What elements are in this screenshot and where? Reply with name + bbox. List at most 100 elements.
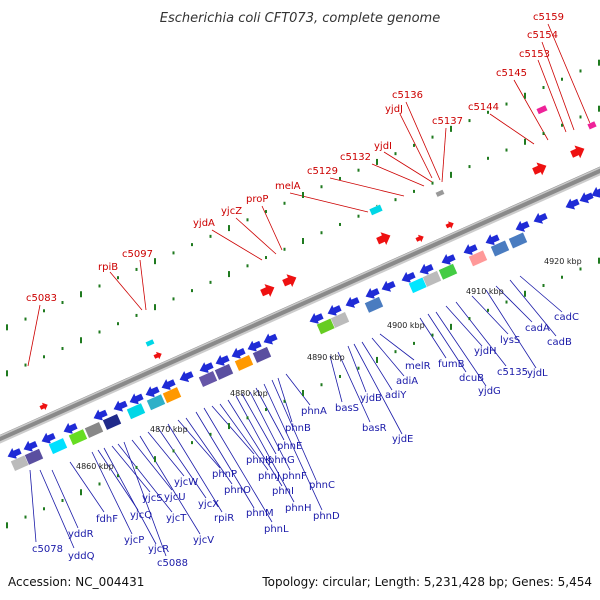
gene-label-melA[interactable]: melA xyxy=(275,181,301,192)
gene-label-fdhF[interactable]: fdhF xyxy=(96,514,118,525)
leader-line xyxy=(211,229,263,261)
gene-label-c5145[interactable]: c5145 xyxy=(496,68,527,79)
gene-arrow xyxy=(113,400,128,412)
gene-label-c5153[interactable]: c5153 xyxy=(519,49,550,60)
gene-arrow-forward xyxy=(282,274,297,287)
gene-label-c5088[interactable]: c5088 xyxy=(157,558,188,569)
gene-label-c5144[interactable]: c5144 xyxy=(468,102,499,113)
leader-line xyxy=(91,451,133,535)
gene-label-yjdB[interactable]: yjdB xyxy=(360,393,382,404)
leader-line xyxy=(117,443,173,513)
gene-arrow xyxy=(579,192,594,204)
gene-arrow xyxy=(41,432,56,444)
gene-label-yddR[interactable]: yddR xyxy=(68,529,94,540)
gene-label-c5135[interactable]: c5135 xyxy=(497,367,528,378)
gene-label-adiY[interactable]: adiY xyxy=(385,390,407,401)
tick-mark xyxy=(561,77,563,81)
gene-arrow xyxy=(463,244,478,256)
gene-label-phnK[interactable]: phnK xyxy=(246,455,272,466)
tick-mark xyxy=(468,317,471,321)
gene-label-rpiB[interactable]: rpiB xyxy=(98,262,118,273)
gene-label-cadA[interactable]: cadA xyxy=(525,323,550,334)
gene-label-c5159[interactable]: c5159 xyxy=(533,12,564,23)
leader-line xyxy=(513,79,549,141)
scale-label-4870: 4870 kbp xyxy=(150,425,188,434)
gene-label-c5097[interactable]: c5097 xyxy=(122,249,153,260)
gene-label-phnH[interactable]: phnH xyxy=(285,503,312,514)
gene-label-proP[interactable]: proP xyxy=(246,194,268,205)
gene-label-yjdH[interactable]: yjdH xyxy=(474,346,497,357)
gene-label-phnP[interactable]: phnP xyxy=(212,469,237,480)
scale-label-4920: 4920 kbp xyxy=(544,257,582,266)
tick-mark xyxy=(450,125,452,132)
gene-label-phnM[interactable]: phnM xyxy=(246,508,274,519)
leader-line xyxy=(211,405,255,455)
gene-label-basR[interactable]: basR xyxy=(362,423,387,434)
gene-label-yjcT[interactable]: yjcT xyxy=(166,513,187,524)
gene-label-yjcP[interactable]: yjcP xyxy=(124,535,144,546)
tick-mark xyxy=(61,499,64,503)
gene-label-phnF[interactable]: phnF xyxy=(282,471,307,482)
gene-label-basS[interactable]: basS xyxy=(335,403,359,414)
gene-label-yjdA[interactable]: yjdA xyxy=(193,218,215,229)
gene-label-c5132[interactable]: c5132 xyxy=(340,152,371,163)
scale-labels: 4860 kbp 4870 kbp 4880 kbp 4890 kbp 4900… xyxy=(76,257,582,471)
gene-label-c5129[interactable]: c5129 xyxy=(307,166,338,177)
gene-label-yjcQ[interactable]: yjcQ xyxy=(130,510,152,521)
gene-label-phnA[interactable]: phnA xyxy=(301,406,327,417)
operon-block xyxy=(422,270,442,288)
tick-mark xyxy=(98,330,101,334)
feature-track[interactable] xyxy=(7,104,600,472)
gene-label-c5154[interactable]: c5154 xyxy=(527,30,558,41)
gene-label-phnJ[interactable]: phnJ xyxy=(258,471,280,482)
gene-marker xyxy=(368,203,384,216)
gene-label-phnI[interactable]: phnI xyxy=(272,486,294,497)
gene-label-dcuB[interactable]: dcuB xyxy=(459,373,484,384)
gene-label-yjdI[interactable]: yjdI xyxy=(374,141,392,152)
gene-label-yjdJ[interactable]: yjdJ xyxy=(385,104,403,115)
leader-line xyxy=(405,101,441,181)
gene-label-phnG[interactable]: phnG xyxy=(268,455,295,466)
gene-label-phnB[interactable]: phnB xyxy=(285,423,311,434)
leader-line xyxy=(123,441,167,557)
gene-label-yjcW[interactable]: yjcW xyxy=(174,477,198,488)
leader-line xyxy=(347,345,367,393)
tick-mark xyxy=(265,408,267,412)
gene-label-yddQ[interactable]: yddQ xyxy=(68,551,95,562)
tick-mark xyxy=(394,198,397,202)
gene-label-adiA[interactable]: adiA xyxy=(396,376,418,387)
gene-label-phnL[interactable]: phnL xyxy=(264,524,289,535)
gene-label-yjcR[interactable]: yjcR xyxy=(148,544,169,555)
gene-label-phnC[interactable]: phnC xyxy=(309,480,335,491)
tick-mark xyxy=(154,258,156,265)
gene-label-c5083[interactable]: c5083 xyxy=(26,293,57,304)
gene-arrow xyxy=(345,296,360,308)
gene-label-yjcV[interactable]: yjcV xyxy=(193,535,214,546)
gene-label-yjcU[interactable]: yjcU xyxy=(164,492,186,503)
gene-label-yjcS[interactable]: yjcS xyxy=(142,493,163,504)
gene-label-phnO[interactable]: phnO xyxy=(224,485,251,496)
gene-label-yjcZ[interactable]: yjcZ xyxy=(221,206,242,217)
gene-label-cadC[interactable]: cadC xyxy=(554,312,579,323)
gene-label-cadB[interactable]: cadB xyxy=(547,337,572,348)
gene-label-yjdG[interactable]: yjdG xyxy=(478,386,501,397)
gene-label-c5137[interactable]: c5137 xyxy=(432,116,463,127)
gene-arrow xyxy=(485,234,500,246)
gene-label-c5136[interactable]: c5136 xyxy=(392,90,423,101)
gene-label-fumB[interactable]: fumB xyxy=(438,359,465,370)
gene-arrow xyxy=(179,371,194,383)
gene-label-c5078[interactable]: c5078 xyxy=(32,544,63,555)
gene-label-yjdE[interactable]: yjdE xyxy=(392,434,413,445)
gene-label-phnE[interactable]: phnE xyxy=(277,441,302,452)
gene-label-phnD[interactable]: phnD xyxy=(313,511,340,522)
tick-mark xyxy=(431,333,434,337)
tick-mark xyxy=(154,456,156,463)
gene-label-yjdL[interactable]: yjdL xyxy=(527,368,548,379)
leader-line xyxy=(399,113,433,179)
gene-label-rpiR[interactable]: rpiR xyxy=(214,513,234,524)
gene-label-lysS[interactable]: lysS xyxy=(500,335,520,346)
gene-label-yjcX[interactable]: yjcX xyxy=(198,499,219,510)
gene-arrow xyxy=(515,220,530,232)
gene-label-melR[interactable]: melR xyxy=(405,361,431,372)
